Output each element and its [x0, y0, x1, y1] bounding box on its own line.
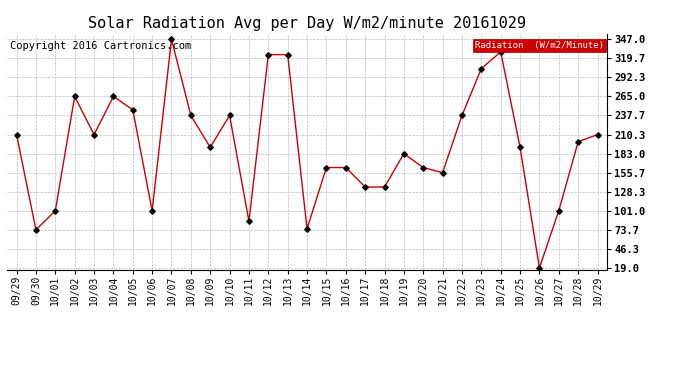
Text: Radiation  (W/m2/Minute): Radiation (W/m2/Minute) — [475, 41, 604, 50]
Text: Copyright 2016 Cartronics.com: Copyright 2016 Cartronics.com — [10, 41, 191, 51]
Title: Solar Radiation Avg per Day W/m2/minute 20161029: Solar Radiation Avg per Day W/m2/minute … — [88, 16, 526, 31]
